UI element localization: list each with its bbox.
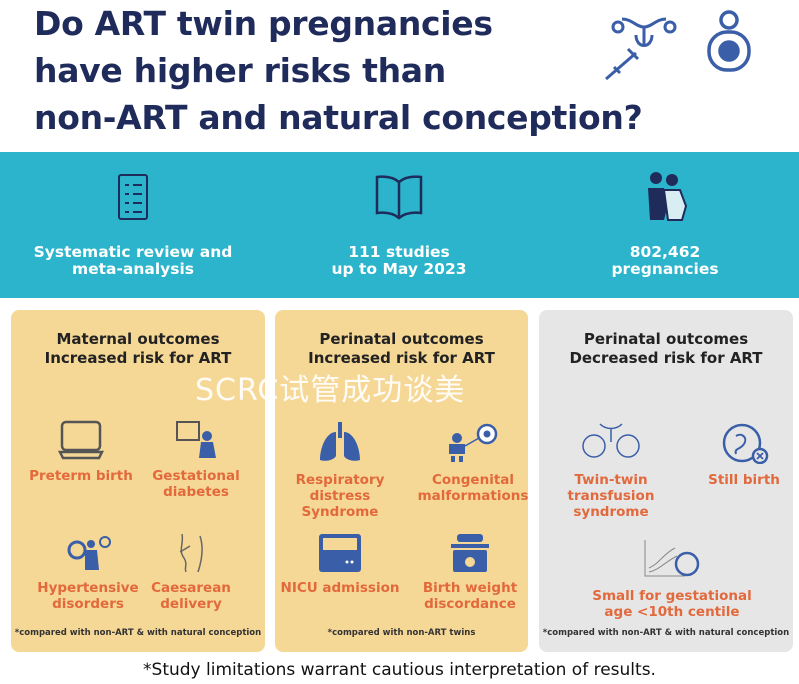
pregnant-baby-icon [707,10,751,72]
footnote: *compared with non-ART & with natural co… [542,628,790,638]
outcome-congenital-malformations: Congenital malformations [408,422,538,504]
outcome-respiratory-distress: Respiratory distress Syndrome [275,422,405,520]
stat-text: Systematic review and [33,243,233,261]
blood-pressure-pregnant-icon [67,536,111,570]
stat-text: meta-analysis [71,260,195,278]
stat-text: pregnancies [611,260,719,278]
panel-heading: Maternal outcomes Increased risk for ART [44,330,232,367]
nicu-incubator-icon [319,534,361,572]
twin-fetuses-icon [582,423,640,458]
pregnant-women-icon [648,172,688,221]
growth-chart-fetus-icon [644,540,700,577]
outcome-small-gestational-age: Small for gestational age <10th centile [579,538,765,620]
header-icons [600,5,700,89]
outcome-label: Small for gestational age <10th centile [592,588,752,620]
footnote: *compared with non-ART & with natural co… [14,628,262,638]
footer-note: *Study limitations warrant cautious inte… [143,660,656,680]
stat-pregnancies: 802,462 pregnancies [532,152,798,278]
title-line: Do ART twin pregnancies [34,4,493,43]
panel-perinatal-increased: Perinatal outcomes Increased risk for ART… [275,310,528,652]
panel-heading: Perinatal outcomes Decreased risk for ART [569,330,763,367]
caesarean-icon [179,533,203,572]
stats-band: Systematic review and meta-analysis 111 … [0,152,799,298]
footnote: *compared with non-ART twins [327,628,476,638]
lungs-icon [320,422,360,461]
panel-heading: Perinatal outcomes Increased risk for ART [308,330,495,367]
baby-scale-icon [451,534,489,572]
panel-maternal-outcomes: Maternal outcomes Increased risk for ART … [11,310,265,652]
glucose-chart-pregnant-icon [176,421,216,458]
title-line: non-ART and natural conception? [34,98,643,137]
outcome-still-birth: Still birth [679,422,799,488]
panel-perinatal-decreased: Perinatal outcomes Decreased risk for ART… [539,310,793,652]
outcome-preterm-birth: Preterm birth [16,418,146,484]
uterus-syringe-icon [605,17,677,81]
outcome-hypertensive-disorders: Hypertensive disorders [23,532,153,612]
page-title: Do ART twin pregnancies have higher risk… [34,0,643,141]
outcome-twin-twin-transfusion: Twin-twin transfusion syndrome [546,422,676,520]
stat-studies: 111 studies up to May 2023 [266,152,532,278]
title-line: have higher risks than [34,51,446,90]
checklist-icon [118,174,148,220]
incubator-icon [58,420,104,460]
outcome-caesarean-delivery: Caesarean delivery [126,532,256,612]
baby-magnifier-icon [449,423,498,462]
outcome-gestational-diabetes: Gestational diabetes [131,418,261,500]
outcome-birth-weight-discordance: Birth weight discordance [405,532,535,612]
stat-text: up to May 2023 [331,260,467,278]
stat-text: 111 studies [348,243,450,261]
fetus-cross-icon [722,423,769,464]
stat-review: Systematic review and meta-analysis [0,152,266,278]
book-icon [375,175,423,220]
stat-text: 802,462 [629,243,701,261]
outcome-nicu-admission: NICU admission [275,532,405,596]
